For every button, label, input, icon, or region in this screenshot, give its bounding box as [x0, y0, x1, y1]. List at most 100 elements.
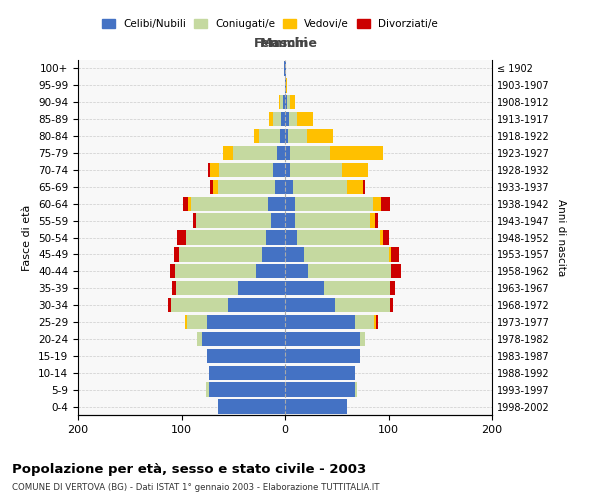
Bar	[329, 146, 383, 160]
Bar	[187, 315, 208, 329]
Bar	[335, 298, 389, 312]
Bar	[285, 196, 295, 211]
Bar	[259, 129, 280, 144]
Bar	[290, 162, 342, 177]
Bar	[170, 264, 175, 278]
Bar	[262, 247, 285, 262]
Bar	[171, 298, 228, 312]
Bar	[285, 348, 359, 363]
Bar	[268, 196, 285, 211]
Bar	[391, 247, 399, 262]
Bar	[176, 281, 238, 295]
Bar	[218, 400, 285, 413]
Text: Femmine: Femmine	[254, 37, 317, 50]
Bar	[342, 162, 368, 177]
Bar	[308, 264, 391, 278]
Bar	[223, 146, 233, 160]
Bar	[293, 180, 347, 194]
Bar	[285, 366, 355, 380]
Bar	[285, 382, 355, 397]
Bar	[347, 180, 362, 194]
Bar	[272, 162, 285, 177]
Bar	[219, 162, 272, 177]
Text: Popolazione per età, sesso e stato civile - 2003: Popolazione per età, sesso e stato civil…	[12, 462, 366, 475]
Bar	[285, 264, 308, 278]
Bar	[285, 95, 287, 110]
Bar	[285, 332, 359, 346]
Bar	[238, 281, 285, 295]
Bar	[285, 315, 355, 329]
Bar	[362, 180, 365, 194]
Bar	[178, 230, 185, 244]
Bar	[196, 214, 271, 228]
Bar	[295, 214, 370, 228]
Bar	[325, 281, 389, 295]
Bar	[271, 214, 285, 228]
Bar	[208, 162, 211, 177]
Bar	[370, 214, 375, 228]
Bar	[277, 146, 285, 160]
Bar	[191, 196, 268, 211]
Bar	[355, 382, 358, 397]
Bar	[285, 214, 295, 228]
Bar	[175, 264, 256, 278]
Bar	[285, 281, 325, 295]
Bar	[285, 400, 347, 413]
Bar	[228, 298, 285, 312]
Bar	[391, 264, 401, 278]
Bar	[285, 78, 286, 92]
Bar	[286, 78, 287, 92]
Bar	[283, 95, 285, 110]
Bar	[389, 298, 392, 312]
Bar	[290, 146, 329, 160]
Bar	[172, 281, 176, 295]
Bar	[209, 366, 285, 380]
Bar	[208, 348, 285, 363]
Bar	[285, 62, 286, 76]
Y-axis label: Anni di nascita: Anni di nascita	[556, 199, 566, 276]
Bar	[285, 112, 289, 126]
Bar	[279, 95, 280, 110]
Bar	[188, 196, 191, 211]
Bar	[284, 62, 285, 76]
Bar	[211, 162, 219, 177]
Bar	[285, 180, 293, 194]
Bar	[381, 196, 389, 211]
Bar	[281, 112, 285, 126]
Bar	[233, 146, 277, 160]
Bar	[298, 230, 380, 244]
Bar	[208, 315, 285, 329]
Bar	[209, 382, 285, 397]
Bar	[355, 315, 374, 329]
Bar	[280, 129, 285, 144]
Bar	[197, 332, 202, 346]
Bar	[295, 196, 373, 211]
Bar	[290, 95, 295, 110]
Y-axis label: Fasce di età: Fasce di età	[22, 204, 32, 270]
Bar	[206, 382, 209, 397]
Bar	[256, 264, 285, 278]
Bar	[272, 112, 281, 126]
Bar	[285, 247, 304, 262]
Bar	[373, 196, 381, 211]
Bar	[275, 180, 285, 194]
Bar	[389, 247, 391, 262]
Bar	[185, 230, 266, 244]
Bar	[254, 129, 259, 144]
Bar	[374, 315, 376, 329]
Bar	[202, 332, 285, 346]
Bar	[383, 230, 389, 244]
Bar	[266, 230, 285, 244]
Bar	[193, 214, 196, 228]
Bar	[280, 95, 283, 110]
Bar	[375, 214, 378, 228]
Bar	[182, 196, 188, 211]
Bar	[287, 95, 290, 110]
Bar	[289, 112, 298, 126]
Bar	[389, 281, 395, 295]
Legend: Celibi/Nubili, Coniugati/e, Vedovi/e, Divorziati/e: Celibi/Nubili, Coniugati/e, Vedovi/e, Di…	[98, 15, 442, 34]
Bar	[285, 162, 290, 177]
Bar	[376, 315, 378, 329]
Bar	[212, 180, 218, 194]
Bar	[269, 112, 272, 126]
